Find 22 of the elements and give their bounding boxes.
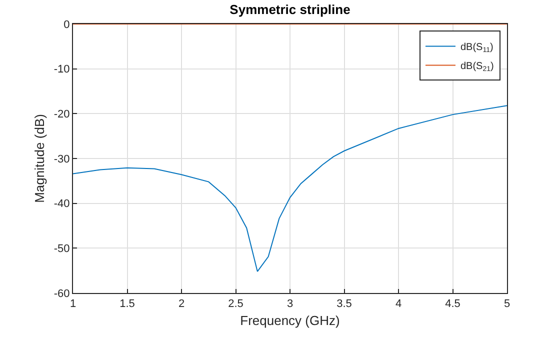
x-tick-label: 2 <box>178 298 185 310</box>
y-axis-title: Magnitude (dB) <box>32 114 47 203</box>
y-tick-label: -20 <box>54 108 70 121</box>
x-tick-label: 3.5 <box>336 298 352 310</box>
x-tick-label: 2.5 <box>228 298 244 310</box>
x-tick-label: 5 <box>504 298 510 310</box>
x-tick-label: 3 <box>286 298 294 310</box>
x-tick-label: 1.5 <box>120 298 135 310</box>
x-tick-label: 4.5 <box>445 298 460 310</box>
y-tick-label: -30 <box>54 153 70 166</box>
y-tick-label: -40 <box>54 198 70 210</box>
y-tick-label: 0 <box>64 18 70 31</box>
x-tick-label: 1 <box>70 298 76 310</box>
chart-title: Symmetric stripline <box>230 2 350 18</box>
y-tick-label: -50 <box>54 243 70 256</box>
y-tick-label: -10 <box>54 64 70 76</box>
x-axis-title: Frequency (GHz) <box>240 312 340 328</box>
legend-label: dB(S$_{11}$) <box>460 42 494 54</box>
line-series <box>73 105 507 272</box>
x-tick-label: 4 <box>395 298 402 310</box>
legend-label: dB(S$_{21}$) <box>460 61 494 74</box>
y-tick-label: -60 <box>54 288 70 300</box>
